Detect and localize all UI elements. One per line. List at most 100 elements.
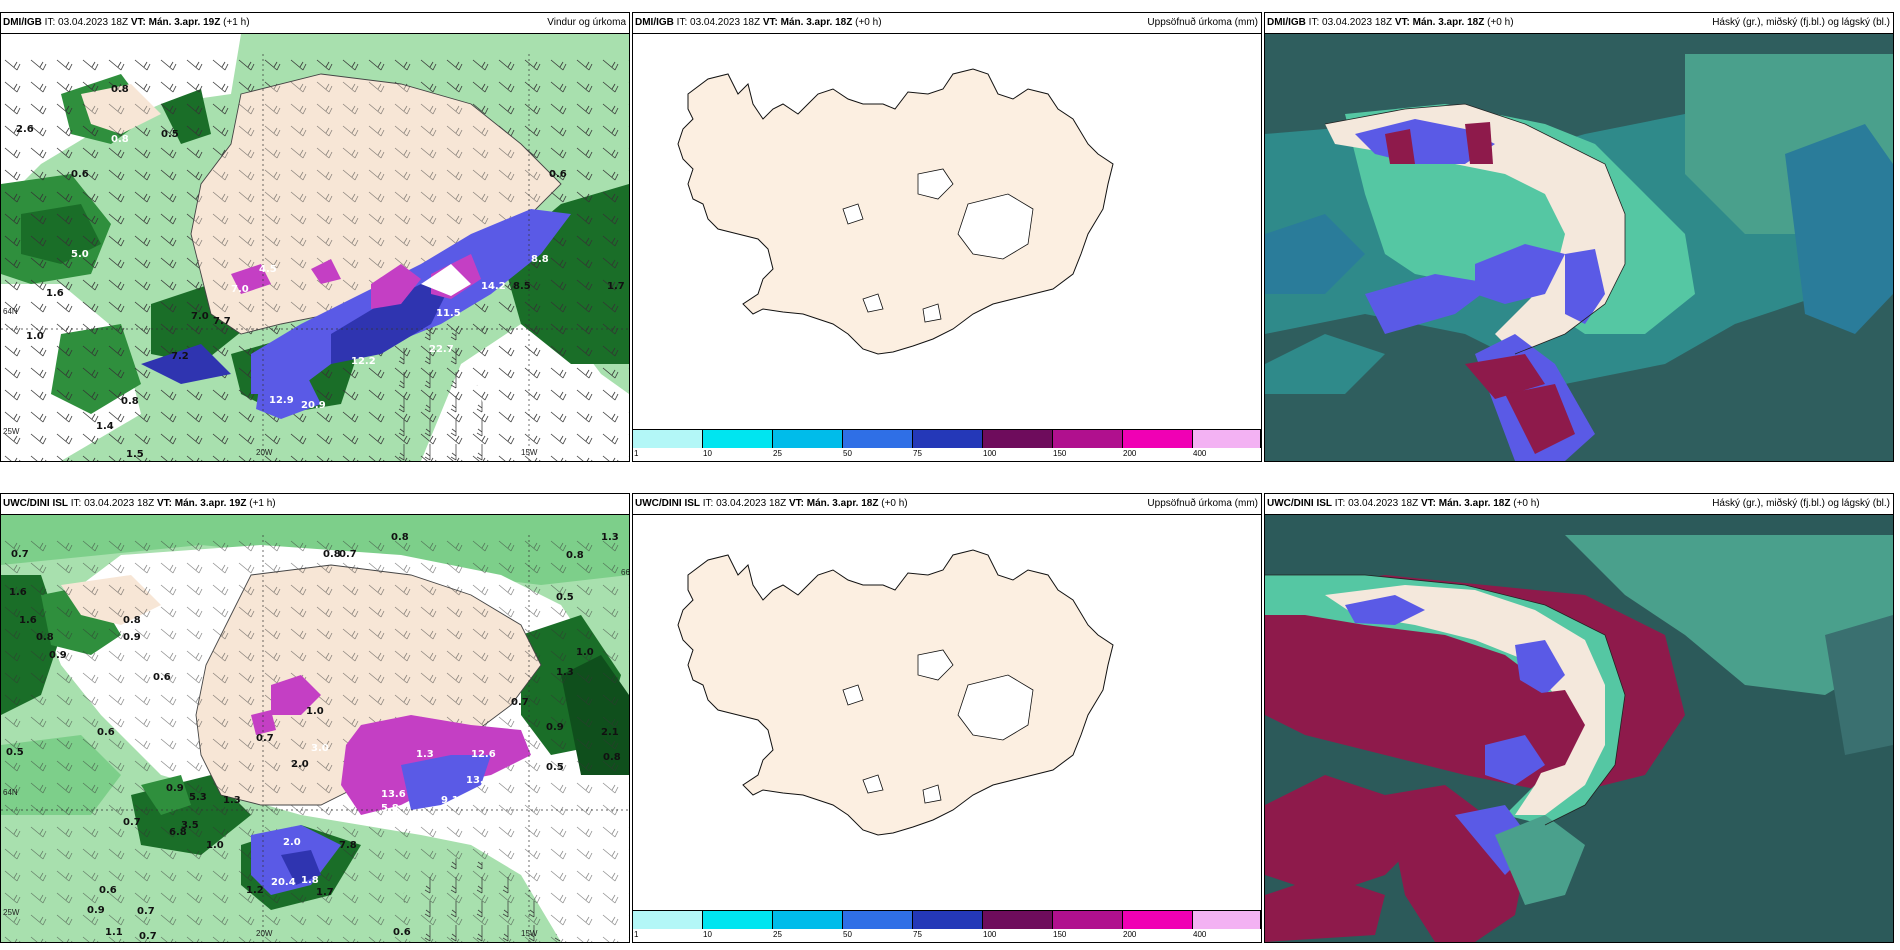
colorbar-label: 1 bbox=[634, 449, 639, 458]
precip-value: 1.6 bbox=[19, 615, 37, 626]
panel-header: UWC/DINI ISL IT: 03.04.2023 18Z VT: Mán.… bbox=[1265, 494, 1893, 515]
precip-value: 0.6 bbox=[393, 927, 411, 938]
colorbar-label: 75 bbox=[913, 930, 922, 939]
init-time: IT: 03.04.2023 18Z bbox=[44, 17, 129, 28]
model-name: UWC/DINI ISL bbox=[3, 498, 68, 509]
precip-value: 0.7 bbox=[256, 733, 274, 744]
precip-value: 7.0 bbox=[231, 284, 249, 295]
precip-value: 2.1 bbox=[601, 727, 619, 738]
precip-value: 0.8 bbox=[123, 615, 141, 626]
colorbar-label: 400 bbox=[1193, 449, 1207, 458]
precip-value: 0.7 bbox=[123, 817, 141, 828]
precip-value: 20.4 bbox=[271, 877, 296, 888]
colorbar-label: 75 bbox=[913, 449, 922, 458]
precip-value: 12.2 bbox=[351, 356, 376, 367]
cloud-cover-map bbox=[1265, 515, 1893, 942]
panel-clouds-dmi: DMI/IGB IT: 03.04.2023 18Z VT: Mán. 3.ap… bbox=[1264, 12, 1894, 462]
colorbar-label: 25 bbox=[773, 930, 782, 939]
panel-header: UWC/DINI ISL IT: 03.04.2023 18Z VT: Mán.… bbox=[633, 494, 1261, 515]
lead-time: (+0 h) bbox=[855, 17, 882, 28]
colorbar-label: 25 bbox=[773, 449, 782, 458]
precip-value: 0.5 bbox=[556, 592, 574, 603]
precip-value: 0.8 bbox=[111, 134, 129, 145]
iceland-map bbox=[677, 68, 1114, 355]
precip-value: 14.2 bbox=[481, 281, 506, 292]
precip-value: 7.8 bbox=[339, 840, 357, 851]
panel-accum-precip-dmi: DMI/IGB IT: 03.04.2023 18Z VT: Mán. 3.ap… bbox=[632, 12, 1262, 462]
init-time: IT: 03.04.2023 18Z bbox=[70, 498, 155, 509]
axis-label-lon: 20W bbox=[256, 929, 273, 938]
precip-value: 1.0 bbox=[26, 331, 44, 342]
precip-value: 0.6 bbox=[153, 672, 171, 683]
colorbar-swatch bbox=[1123, 911, 1193, 929]
precip-value: 0.8 bbox=[391, 532, 409, 543]
colorbar-label: 100 bbox=[983, 449, 997, 458]
precip-value: 1.5 bbox=[126, 449, 144, 460]
panel-wind-precip-dmi: DMI/IGB IT: 03.04.2023 18Z VT: Mán. 3.ap… bbox=[0, 12, 630, 462]
panel-clouds-uwc: UWC/DINI ISL IT: 03.04.2023 18Z VT: Mán.… bbox=[1264, 493, 1894, 943]
precip-value: 2.0 bbox=[283, 837, 301, 848]
panel-header: DMI/IGB IT: 03.04.2023 18Z VT: Mán. 3.ap… bbox=[633, 13, 1261, 34]
lead-time: (+1 h) bbox=[223, 17, 250, 28]
axis-label-lon: 20W bbox=[256, 448, 273, 457]
colorbar-swatch bbox=[1053, 911, 1123, 929]
precip-value: 8.8 bbox=[531, 254, 549, 265]
precip-value: 0.9 bbox=[49, 650, 67, 661]
axis-label-lon: 25W bbox=[3, 427, 20, 436]
valid-time-label: VT: bbox=[788, 498, 804, 509]
precip-value: 5.8 bbox=[381, 803, 399, 814]
panel-title: Vindur og úrkoma bbox=[547, 17, 626, 28]
axis-label-lon: 15W bbox=[521, 448, 538, 457]
wind-precip-map: 20W 15W 25W 64N 66N 0.7 0.8 0.7 0.8 1.3 … bbox=[1, 515, 629, 942]
colorbar-swatch bbox=[843, 430, 913, 448]
precip-value: 3.5 bbox=[181, 820, 199, 831]
precip-value: 1.3 bbox=[601, 532, 619, 543]
precip-value: 0.7 bbox=[137, 906, 155, 917]
lead-time: (+0 h) bbox=[1513, 498, 1540, 509]
panel-wind-precip-uwc: UWC/DINI ISL IT: 03.04.2023 18Z VT: Mán.… bbox=[0, 493, 630, 943]
lead-time: (+0 h) bbox=[881, 498, 908, 509]
panel-title: Uppsöfnuð úrkoma (mm) bbox=[1147, 498, 1258, 509]
valid-time: Mán. 3.apr. 19Z bbox=[148, 17, 221, 28]
init-time: IT: 03.04.2023 18Z bbox=[1334, 498, 1419, 509]
colorbar-label: 200 bbox=[1123, 930, 1137, 939]
valid-time: Mán. 3.apr. 18Z bbox=[1438, 498, 1511, 509]
lead-time: (+1 h) bbox=[249, 498, 276, 509]
precip-value: 0.7 bbox=[11, 549, 29, 560]
colorbar-swatch bbox=[703, 430, 773, 448]
colorbar-swatch bbox=[773, 911, 843, 929]
axis-label-lat: 64N bbox=[3, 307, 18, 316]
precip-value: 1.4 bbox=[96, 421, 114, 432]
colorbar-swatch bbox=[983, 430, 1053, 448]
axis-label-lat: 64N bbox=[3, 788, 18, 797]
precip-value: 0.9 bbox=[546, 722, 564, 733]
valid-time-label: VT: bbox=[1420, 498, 1436, 509]
precip-value: 1.8 bbox=[301, 875, 319, 886]
model-name: UWC/DINI ISL bbox=[1267, 498, 1332, 509]
precip-value: 0.8 bbox=[111, 84, 129, 95]
precip-value: 7.0 bbox=[191, 311, 209, 322]
iceland-map bbox=[677, 549, 1114, 836]
precip-value: 11.5 bbox=[436, 308, 461, 319]
precip-value: 0.8 bbox=[36, 632, 54, 643]
colorbar-label: 100 bbox=[983, 930, 997, 939]
precip-value: 2.6 bbox=[16, 124, 34, 135]
colorbar-swatch bbox=[773, 430, 843, 448]
wind-precip-map: 20W 15W 25W 64N 0.8 2.6 0.8 0.5 0.6 0.6 … bbox=[1, 34, 629, 461]
precip-value: 9.1 bbox=[441, 795, 459, 806]
valid-time-label: VT: bbox=[156, 498, 172, 509]
precip-value: 8.5 bbox=[513, 281, 531, 292]
precip-value: 5.3 bbox=[189, 792, 207, 803]
precip-value: 13.6 bbox=[381, 789, 406, 800]
precip-value: 0.5 bbox=[6, 747, 24, 758]
colorbar-swatch bbox=[843, 911, 913, 929]
panel-header: DMI/IGB IT: 03.04.2023 18Z VT: Mán. 3.ap… bbox=[1, 13, 629, 34]
precip-value: 20.9 bbox=[301, 400, 326, 411]
colorbar-swatch bbox=[703, 911, 773, 929]
valid-time: Mán. 3.apr. 18Z bbox=[1412, 17, 1485, 28]
axis-label-lon: 15W bbox=[521, 929, 538, 938]
precip-value: 2.0 bbox=[291, 759, 309, 770]
colorbar-label: 50 bbox=[843, 449, 852, 458]
colorbar-swatch bbox=[633, 430, 703, 448]
precip-value: 0.8 bbox=[323, 549, 341, 560]
